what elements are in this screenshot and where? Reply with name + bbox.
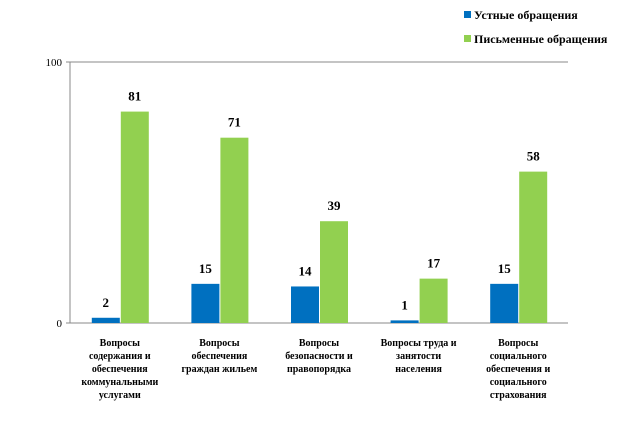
category-label: социального [490,351,547,362]
category-label: населения [395,364,442,375]
category-label: услугами [99,390,141,401]
data-label: 15 [199,261,213,276]
bar [519,171,548,323]
bar [419,278,448,323]
category-label: обеспечения и [486,364,550,375]
category-label: граждан жильем [181,364,257,375]
legend-label: Устные обращения [474,8,578,22]
data-label: 15 [498,261,512,276]
bar [120,111,149,323]
category-label: правопорядка [287,364,351,375]
bar [390,320,419,323]
bar [291,286,319,323]
bar [320,221,348,323]
category-label: безопасности и [285,351,353,362]
category-label: Вопросы [299,338,339,349]
y-tick-label: 0 [57,318,63,330]
category-label: занятости [396,351,441,362]
y-tick-label: 100 [46,57,63,69]
category-label: Вопросы [498,338,538,349]
legend-label: Письменные обращения [474,32,608,46]
category-label: обеспечения [92,364,148,375]
bar [91,317,120,323]
legend-swatch [464,11,471,18]
data-label: 58 [527,149,541,164]
category-label: Вопросы [100,338,140,349]
data-label: 39 [328,198,342,213]
data-label: 81 [128,89,141,104]
category-label: Вопросы [199,338,239,349]
bar [191,283,220,323]
bar [490,283,519,323]
bar [220,137,249,323]
category-label: обеспечения [191,351,247,362]
data-label: 71 [228,115,241,130]
category-label: коммунальными [81,377,158,388]
data-label: 17 [427,256,441,271]
data-label: 2 [103,295,110,310]
legend-swatch [464,35,471,42]
category-label: Вопросы труда и [381,338,457,349]
category-label: социального [490,377,547,388]
data-label: 1 [401,297,408,312]
data-label: 14 [299,263,313,278]
category-label: содержания и [89,351,151,362]
category-label: страхования [490,390,547,401]
